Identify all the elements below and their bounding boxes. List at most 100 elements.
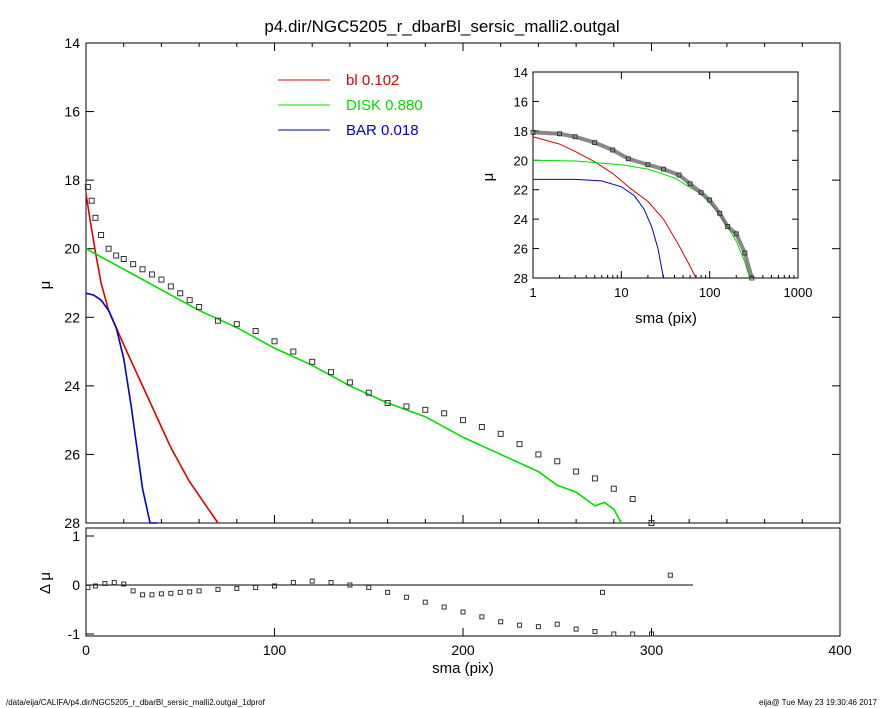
main-data-point — [403, 403, 410, 410]
residual-point — [149, 592, 155, 598]
main-data-point — [139, 266, 146, 273]
main-data-point — [441, 410, 448, 417]
residual-ytick-label: -1 — [68, 626, 81, 642]
inset-data-point — [698, 190, 704, 196]
inset-ylabel: μ — [480, 173, 497, 182]
residual-point — [599, 589, 605, 595]
main-ylabel: μ — [37, 281, 54, 290]
residual-ytick-label: 1 — [72, 528, 80, 544]
inset-ytick-label: 14 — [514, 65, 528, 80]
residual-point — [158, 591, 164, 597]
residual-point — [422, 599, 428, 605]
inset-data-point — [625, 156, 631, 162]
residual-point — [667, 572, 673, 578]
main-ytick-label: 22 — [64, 309, 80, 325]
residual-xlabel: sma (pix) — [432, 660, 494, 677]
residual-point — [592, 629, 598, 635]
chart-title: p4.dir/NGC5205_r_dbarBl_sersic_malli2.ou… — [264, 17, 619, 36]
main-data-point — [460, 417, 466, 424]
main-series-disk — [85, 248, 623, 524]
main-series-bar — [85, 292, 158, 524]
residual-point — [130, 588, 136, 594]
inset-xtick-label: 1 — [529, 285, 536, 300]
main-data-point — [365, 389, 372, 396]
inset-data-point — [733, 231, 739, 237]
main-ytick-label: 20 — [64, 241, 80, 257]
inset-plot-frame — [532, 71, 799, 279]
footer-path: /data/eija/CALIFA/p4.dir/NGC5205_r_dbarB… — [6, 698, 266, 707]
main-data-point — [167, 283, 174, 290]
residual-point — [215, 586, 221, 592]
residual-point — [121, 581, 127, 587]
residual-point — [403, 594, 409, 600]
residual-point — [554, 621, 560, 627]
legend-label-bl: bl 0.102 — [346, 72, 399, 89]
inset-data-point — [645, 162, 651, 168]
residual-point — [187, 589, 193, 595]
main-data-point — [573, 468, 580, 475]
inset-ytick-label: 28 — [514, 271, 528, 286]
residual-point — [630, 631, 636, 637]
residual-point — [290, 580, 296, 586]
main-data-point — [177, 290, 184, 297]
residual-point — [272, 583, 277, 589]
inset-data-point — [661, 166, 666, 172]
main-ytick-label: 14 — [64, 35, 80, 51]
residual-point — [460, 609, 466, 615]
main-data-point — [346, 379, 353, 386]
main-data-point — [88, 197, 95, 204]
main-data-point — [92, 214, 99, 221]
main-data-point — [252, 328, 259, 334]
main-data-point — [328, 369, 335, 376]
main-data-point — [196, 304, 203, 310]
residual-point — [85, 584, 91, 590]
main-data-point — [120, 256, 127, 262]
inset-ytick-label: 16 — [514, 94, 528, 109]
inset-data-point — [676, 172, 682, 178]
residual-xtick-label: 300 — [640, 642, 664, 658]
main-data-point — [158, 276, 165, 283]
inset-data-point — [749, 275, 755, 281]
main-data-point — [105, 245, 112, 252]
main-ytick-label: 24 — [64, 378, 80, 394]
inset-data-point — [530, 129, 536, 135]
inset-data-point — [687, 181, 693, 187]
main-series-bl — [85, 193, 219, 524]
legend-label-bar: BAR 0.018 — [346, 122, 419, 139]
main-data-point — [478, 424, 485, 430]
inset-xtick-label: 10 — [614, 285, 628, 300]
inset-xtick-label: 1000 — [784, 285, 813, 300]
inset-series-bl — [532, 136, 697, 279]
main-data-point — [148, 271, 155, 278]
inset-data-point — [572, 134, 578, 140]
residual-point — [253, 584, 259, 590]
residual-point — [328, 580, 334, 586]
residual-point — [573, 626, 579, 632]
main-data-point — [98, 232, 105, 238]
residual-point — [479, 614, 485, 620]
main-data-point — [648, 520, 655, 526]
footer-timestamp: eija@ Tue May 23 19:30:46 2017 — [759, 698, 878, 707]
residual-point — [168, 590, 174, 596]
residual-point — [102, 581, 108, 587]
residual-point — [441, 604, 447, 610]
residual-point — [611, 631, 617, 637]
residual-point — [366, 584, 372, 590]
main-data-point — [422, 406, 429, 413]
inset-data-point — [610, 147, 616, 153]
main-ytick-label: 16 — [64, 104, 80, 120]
inset-ytick-label: 24 — [514, 212, 528, 227]
residual-point — [385, 589, 391, 595]
residual-point — [535, 624, 541, 630]
residual-xtick-label: 0 — [82, 642, 90, 658]
inset-ytick-label: 22 — [514, 183, 528, 198]
residual-point — [649, 631, 654, 637]
residual-ytick-label: 0 — [72, 577, 80, 593]
inset-data-point — [725, 224, 731, 229]
inset-xlabel: sma (pix) — [635, 310, 697, 327]
residual-ylabel: Δ μ — [37, 572, 54, 594]
residual-point — [234, 585, 240, 591]
main-ytick-label: 28 — [64, 515, 80, 531]
inset-data-point — [717, 210, 723, 216]
